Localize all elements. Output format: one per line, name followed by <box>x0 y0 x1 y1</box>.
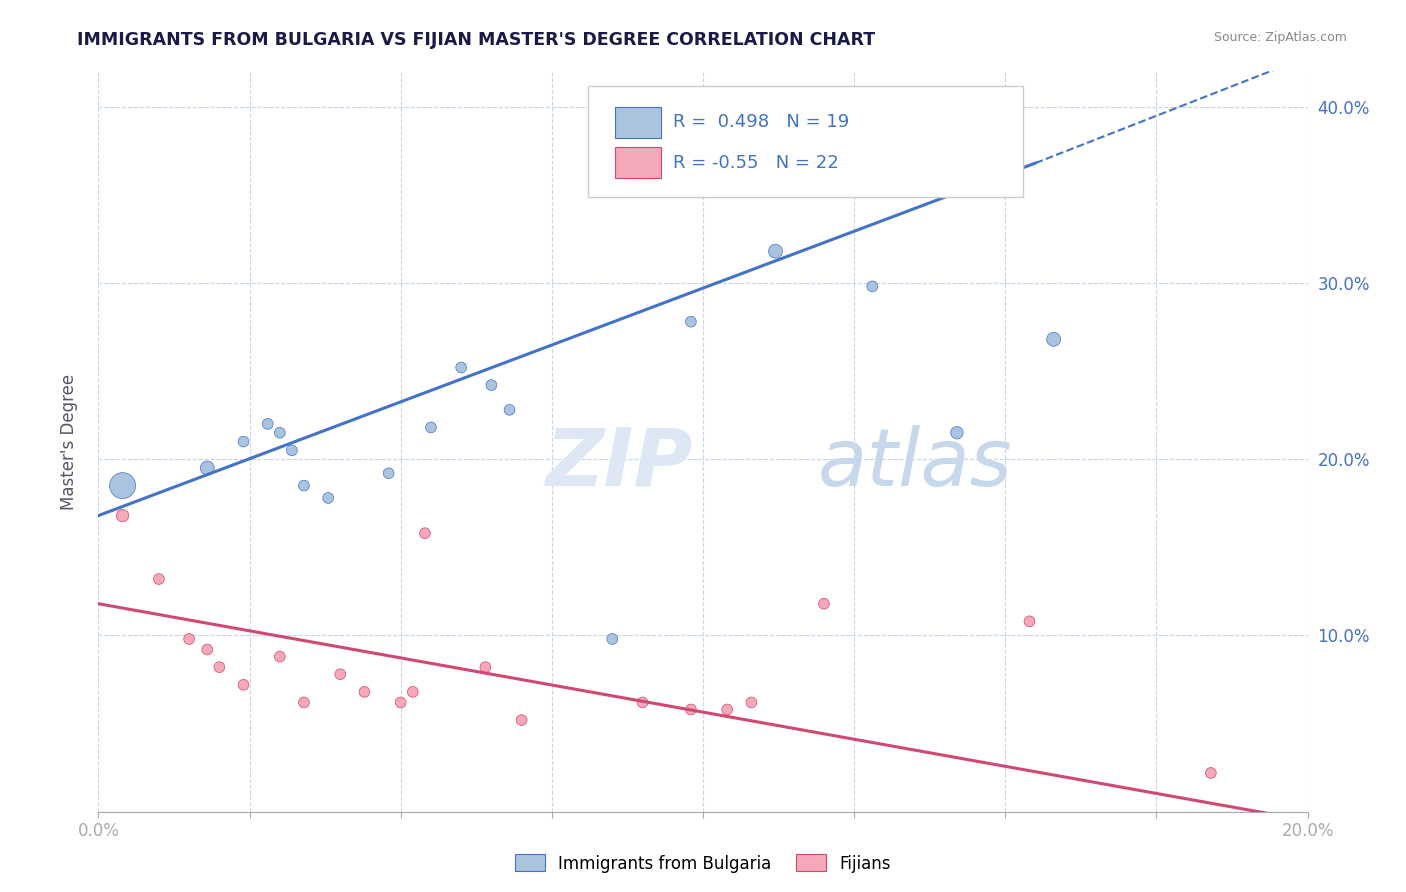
Point <box>269 425 291 440</box>
Point <box>481 378 503 392</box>
Point <box>450 360 472 375</box>
Point <box>402 685 425 699</box>
Point <box>413 526 436 541</box>
Bar <box>614 107 661 138</box>
Point <box>1199 766 1222 780</box>
Text: R =  0.498   N = 19: R = 0.498 N = 19 <box>672 113 849 131</box>
Point <box>195 642 218 657</box>
Point <box>281 443 304 458</box>
Point <box>256 417 278 431</box>
Point <box>329 667 352 681</box>
Point <box>631 695 654 709</box>
Point <box>232 678 254 692</box>
Text: IMMIGRANTS FROM BULGARIA VS FIJIAN MASTER'S DEGREE CORRELATION CHART: IMMIGRANTS FROM BULGARIA VS FIJIAN MASTE… <box>77 31 876 49</box>
Text: ZIP: ZIP <box>544 425 692 503</box>
Point <box>946 425 969 440</box>
Point <box>420 420 443 434</box>
Point <box>179 632 201 646</box>
Y-axis label: Master's Degree: Master's Degree <box>59 374 77 509</box>
Point <box>1018 615 1040 629</box>
Point <box>813 597 835 611</box>
Legend: Immigrants from Bulgaria, Fijians: Immigrants from Bulgaria, Fijians <box>508 847 898 880</box>
Point <box>602 632 624 646</box>
Point <box>474 660 496 674</box>
Point <box>860 279 883 293</box>
Point <box>111 478 134 492</box>
Point <box>195 461 218 475</box>
Point <box>232 434 254 449</box>
Point <box>377 467 399 481</box>
Point <box>292 478 315 492</box>
Point <box>510 713 533 727</box>
Point <box>679 702 702 716</box>
Text: atlas: atlas <box>818 425 1012 503</box>
Point <box>208 660 231 674</box>
Text: R = -0.55   N = 22: R = -0.55 N = 22 <box>672 153 838 172</box>
Point <box>111 508 134 523</box>
Point <box>353 685 375 699</box>
Point <box>740 695 762 709</box>
Point <box>389 695 412 709</box>
FancyBboxPatch shape <box>588 87 1024 197</box>
Point <box>316 491 339 505</box>
Point <box>716 702 738 716</box>
Point <box>269 649 291 664</box>
Bar <box>614 147 661 178</box>
Point <box>292 695 315 709</box>
Point <box>1042 332 1064 346</box>
Point <box>148 572 170 586</box>
Point <box>679 315 702 329</box>
Point <box>498 402 520 417</box>
Text: Source: ZipAtlas.com: Source: ZipAtlas.com <box>1213 31 1347 45</box>
Point <box>765 244 787 259</box>
